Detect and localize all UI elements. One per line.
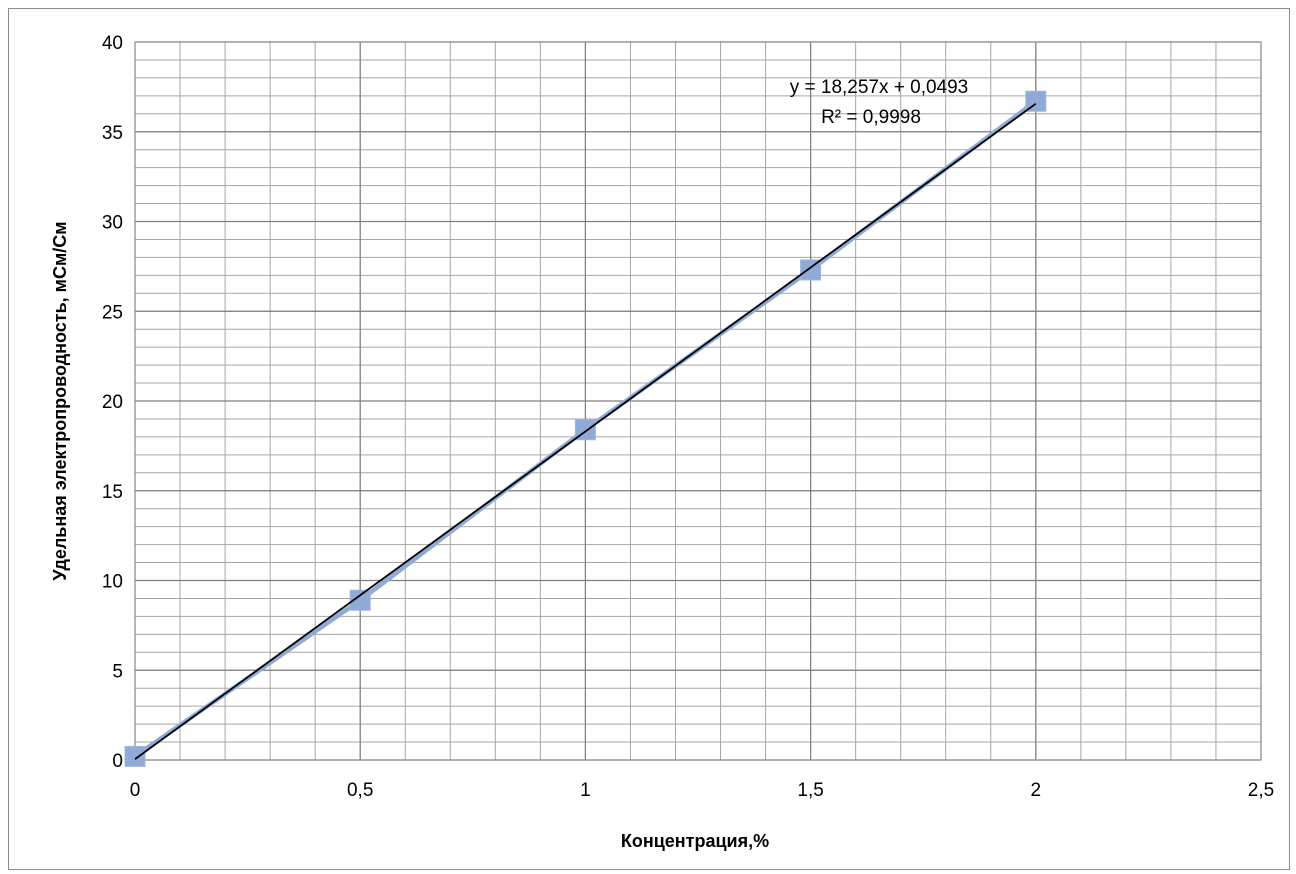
y-tick-label: 25	[102, 302, 123, 323]
y-axis-tick-labels: 0 5 10 15 20 25 30 35 40	[102, 33, 123, 772]
x-axis-title: Концентрация,%	[621, 831, 769, 851]
data-point-marker	[124, 745, 146, 767]
x-tick-label: 1	[580, 780, 591, 801]
y-tick-label: 20	[102, 392, 123, 413]
x-tick-label: 1,5	[797, 780, 823, 801]
scatter-chart: 0 0,5 1 1,5 2 2,5 0 5 10 15 20 25 30 35 40 y = 18,257…	[50, 33, 1275, 851]
y-tick-label: 5	[112, 661, 123, 682]
y-tick-label: 0	[112, 751, 123, 772]
y-tick-label: 10	[102, 572, 123, 593]
trendline-equation: y = 18,257x + 0,0493	[790, 77, 969, 98]
trendline-r2: R² = 0,9998	[821, 107, 921, 128]
trendline-layer	[134, 102, 1037, 760]
plot-area-border	[134, 41, 1262, 761]
y-tick-label: 40	[102, 33, 123, 54]
x-tick-label: 2,5	[1248, 780, 1274, 801]
data-point-marker	[349, 589, 371, 611]
x-tick-label: 2	[1031, 780, 1042, 801]
y-tick-label: 15	[102, 482, 123, 503]
chart-frame: 0 0,5 1 1,5 2 2,5 0 5 10 15 20 25 30 35 40 y = 18,257…	[8, 8, 1290, 870]
x-axis-tick-labels: 0 0,5 1 1,5 2 2,5	[130, 780, 1275, 801]
x-tick-label: 0	[130, 780, 141, 801]
y-axis-title: Удельная электропроводность, мСм/См	[50, 221, 70, 580]
y-tick-label: 30	[102, 213, 123, 234]
y-tick-label: 35	[102, 123, 123, 144]
x-tick-label: 0,5	[347, 780, 373, 801]
trendline	[134, 102, 1037, 760]
